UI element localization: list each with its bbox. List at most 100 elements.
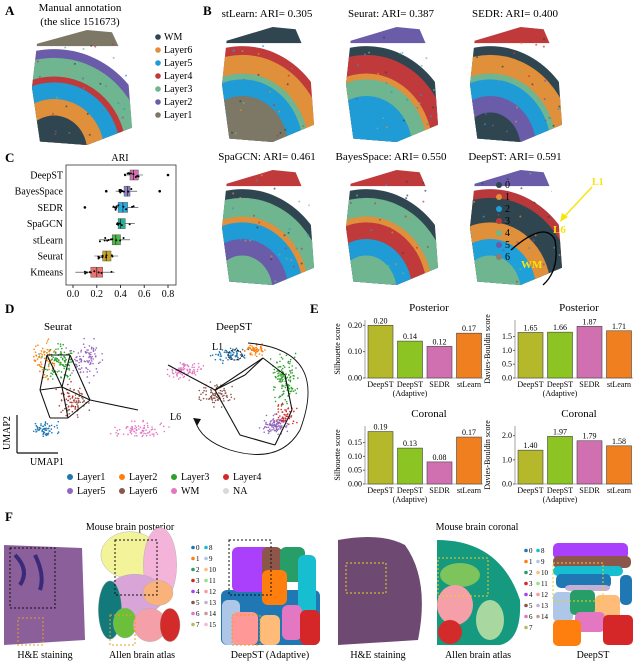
umap-legend-dot (67, 488, 73, 494)
umap-point (67, 405, 70, 408)
umap-point (284, 398, 287, 401)
umap-point (280, 408, 283, 411)
spot (470, 214, 473, 217)
umap-point (254, 354, 257, 356)
spot (533, 201, 536, 204)
umap-point (272, 414, 275, 417)
spot (409, 217, 412, 220)
umap-point (178, 367, 180, 369)
umap-point (163, 430, 166, 433)
umap-point (213, 401, 216, 404)
spot (558, 254, 561, 257)
y-axis-label: Silhouette score (333, 429, 342, 481)
umap-point (53, 358, 56, 361)
umap-point (229, 347, 232, 350)
umap-point (260, 348, 262, 351)
umap-point (279, 379, 282, 381)
umap-point (292, 420, 295, 423)
bar-value-label: 0.20 (374, 316, 388, 325)
cluster-legend-label: 13 (209, 599, 217, 607)
umap-point (228, 399, 231, 401)
bar-value-label: 0.17 (462, 324, 476, 333)
trajectory-edge (61, 386, 91, 401)
spot (399, 52, 402, 55)
umap-point (116, 435, 118, 437)
category-label: stLearn (33, 235, 63, 246)
spot (542, 263, 545, 266)
spot (528, 247, 531, 250)
umap-point (229, 354, 232, 357)
cluster-legend-label: 11 (209, 577, 216, 585)
roi-box (552, 562, 604, 602)
umap-point (42, 425, 44, 428)
umap-point (76, 359, 79, 362)
image-caption: H&E staining (17, 650, 72, 661)
cluster-region (553, 566, 623, 576)
umap-point (51, 431, 53, 434)
umap-point (46, 359, 48, 362)
umap-point (39, 427, 42, 430)
umap-point (125, 427, 128, 429)
cluster-legend-dot (496, 218, 502, 224)
spot (487, 29, 490, 32)
umap-point (214, 397, 216, 399)
umap-point (290, 416, 292, 418)
umap-point (221, 362, 224, 364)
umap-point (35, 424, 38, 427)
umap-point (281, 358, 284, 360)
spot (405, 197, 408, 200)
jitter-point (100, 271, 103, 274)
umap-point (47, 364, 50, 366)
umap-point (63, 359, 66, 362)
cluster-legend-dot (524, 548, 528, 553)
trajectory-edge (39, 389, 51, 419)
umap-point (213, 394, 215, 397)
umap-point (209, 354, 212, 357)
spot (86, 112, 89, 115)
umap-point (241, 348, 244, 351)
spot (249, 239, 252, 242)
umap-point (49, 375, 52, 377)
umap-point (188, 368, 191, 371)
umap-point (243, 349, 246, 352)
spot (382, 117, 385, 120)
tissue-band (470, 27, 562, 44)
x-tick-label: DeepST (Adaptive) (393, 380, 428, 398)
spot (528, 75, 531, 78)
umap-point (67, 383, 69, 386)
spot (239, 238, 242, 241)
umap-point (205, 398, 208, 400)
spot (284, 128, 287, 131)
umap-point (101, 352, 103, 355)
cluster-region (553, 556, 631, 568)
spot (470, 278, 473, 281)
umap-point (142, 430, 144, 433)
spot (285, 281, 288, 284)
trajectory-edge (262, 357, 286, 376)
umap-point (265, 423, 267, 426)
bar-value-label: 0.08 (433, 453, 447, 462)
cluster-legend-dot (204, 545, 208, 550)
cluster-legend-label: 8 (209, 544, 213, 552)
bar-chart-title: Coronal (561, 408, 596, 420)
jitter-point (130, 188, 133, 191)
spot (243, 109, 246, 112)
x-tick-label-line: (Adaptive) (393, 389, 428, 398)
spot (426, 123, 429, 126)
spot (124, 74, 127, 77)
spot (231, 131, 234, 134)
spot (387, 264, 390, 267)
umap-point (251, 354, 253, 356)
umap-point (252, 347, 255, 350)
umap-point (45, 432, 48, 435)
umap-point (223, 387, 225, 390)
y-tick-label: 0.0 (502, 480, 512, 489)
umap-point (72, 350, 75, 353)
umap-point (109, 432, 112, 435)
umap-point (275, 420, 278, 423)
panel-a: Manual annotation (the slice 151673) WM L… (32, 2, 192, 145)
umap-point (82, 371, 85, 373)
umap-point (71, 396, 74, 399)
spot (239, 109, 242, 112)
umap-point (287, 362, 289, 364)
